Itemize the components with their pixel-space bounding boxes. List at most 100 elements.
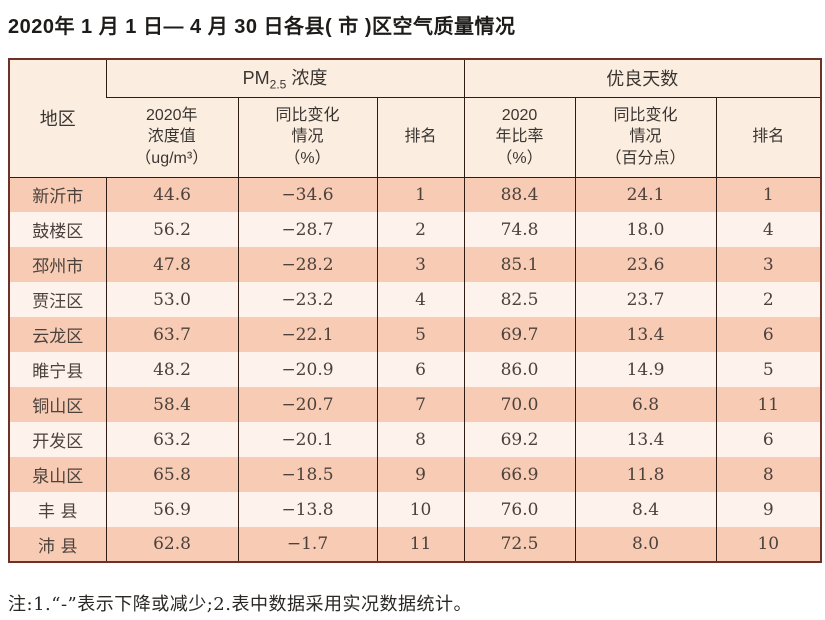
pm-rank-header: 排名 [376, 97, 465, 178]
air-quality-table: 地区 PM2.5 浓度 优良天数 2020年 浓度值 （ug/m³） 同比变化 … [8, 58, 823, 563]
table-row: 开发区 63.2 −20.1 8 69.2 13.4 6 [9, 422, 822, 457]
pm-rank-cell: 9 [376, 457, 465, 492]
good-rate-header: 2020 年比率 （%） [463, 97, 576, 178]
pm-change-header: 同比变化 情况 （%） [237, 97, 377, 178]
good-rank-cell: 2 [715, 282, 822, 317]
pm-value-cell: 47.8 [105, 247, 238, 282]
good-rank-cell: 1 [715, 177, 822, 212]
good-days-group-header: 优良天数 [463, 59, 822, 98]
pm25-label-prefix: PM [242, 68, 270, 89]
region-cell: 丰 县 [9, 492, 106, 527]
good-rank-cell: 9 [715, 492, 822, 527]
good-rank-cell: 6 [715, 422, 822, 457]
pm-change-cell: −18.5 [237, 457, 377, 492]
good-change-cell: 6.8 [574, 387, 717, 422]
good-change-header: 同比变化 情况 （百分点） [574, 97, 717, 178]
good-rate-cell: 69.2 [463, 422, 576, 457]
region-cell: 睢宁县 [9, 352, 106, 387]
pm-value-cell: 63.7 [105, 317, 238, 352]
pm-change-cell: −22.1 [237, 317, 377, 352]
region-cell: 沛 县 [9, 527, 106, 562]
good-rank-cell: 8 [715, 457, 822, 492]
pm-change-cell: −20.9 [237, 352, 377, 387]
table-row: 泉山区 65.8 −18.5 9 66.9 11.8 8 [9, 457, 822, 492]
good-rate-cell: 66.9 [463, 457, 576, 492]
good-rate-cell: 82.5 [463, 282, 576, 317]
region-cell: 鼓楼区 [9, 212, 106, 247]
good-rate-cell: 76.0 [463, 492, 576, 527]
group-header-row: 地区 PM2.5 浓度 优良天数 [9, 59, 822, 178]
good-change-cell: 23.7 [574, 282, 717, 317]
subheader-row: 2020年 浓度值 （ug/m³） 同比变化 情况 （%） 排名 2020 年比… [9, 97, 822, 178]
good-change-cell: 11.8 [574, 457, 717, 492]
table-row: 鼓楼区 56.2 −28.7 2 74.8 18.0 4 [9, 212, 822, 247]
region-cell: 铜山区 [9, 387, 106, 422]
good-rate-cell: 85.1 [463, 247, 576, 282]
pm-rank-cell: 10 [376, 492, 465, 527]
pm-change-cell: −34.6 [237, 177, 377, 212]
pm-value-header: 2020年 浓度值 （ug/m³） [106, 97, 238, 178]
region-cell: 邳州市 [9, 247, 106, 282]
pm-rank-cell: 2 [376, 212, 465, 247]
region-cell: 云龙区 [9, 317, 106, 352]
pm-change-cell: −20.1 [237, 422, 377, 457]
table-row: 铜山区 58.4 −20.7 7 70.0 6.8 11 [9, 387, 822, 422]
table-row: 云龙区 63.7 −22.1 5 69.7 13.4 6 [9, 317, 822, 352]
good-rank-cell: 11 [715, 387, 822, 422]
pm-change-cell: −13.8 [237, 492, 377, 527]
good-change-cell: 23.6 [574, 247, 717, 282]
pm-value-cell: 65.8 [105, 457, 238, 492]
pm-rank-cell: 7 [376, 387, 465, 422]
good-rate-cell: 86.0 [463, 352, 576, 387]
pm-value-cell: 56.9 [105, 492, 238, 527]
pm-change-cell: −28.2 [237, 247, 377, 282]
pm-rank-cell: 11 [376, 527, 465, 562]
table-header: 地区 PM2.5 浓度 优良天数 2020年 浓度值 （ug/m³） 同比变化 … [9, 59, 822, 178]
pm-value-cell: 63.2 [105, 422, 238, 457]
good-rank-cell: 4 [715, 212, 822, 247]
pm-change-cell: −28.7 [237, 212, 377, 247]
table-row: 新沂市 44.6 −34.6 1 88.4 24.1 1 [9, 177, 822, 212]
pm-rank-cell: 4 [376, 282, 465, 317]
pm-value-cell: 62.8 [105, 527, 238, 562]
good-change-cell: 13.4 [574, 317, 717, 352]
pm-value-cell: 44.6 [105, 177, 238, 212]
good-rate-cell: 69.7 [463, 317, 576, 352]
pm-value-cell: 48.2 [105, 352, 238, 387]
good-rank-cell: 3 [715, 247, 822, 282]
good-rank-header: 排名 [715, 97, 822, 178]
good-change-cell: 14.9 [574, 352, 717, 387]
footnote: 注:1.“-”表示下降或减少;2.表中数据采用实况数据统计。 [8, 594, 472, 615]
region-cell: 贾汪区 [9, 282, 106, 317]
pm25-label-suffix: 浓度 [286, 68, 328, 89]
good-change-cell: 8.0 [574, 527, 717, 562]
table-body: 新沂市 44.6 −34.6 1 88.4 24.1 1 鼓楼区 56.2 −2… [9, 177, 822, 562]
pm-change-cell: −20.7 [237, 387, 377, 422]
region-cell: 开发区 [9, 422, 106, 457]
good-change-cell: 24.1 [574, 177, 717, 212]
good-rate-cell: 88.4 [463, 177, 576, 212]
pm25-group-header: PM2.5 浓度 [105, 59, 465, 98]
table-row: 邳州市 47.8 −28.2 3 85.1 23.6 3 [9, 247, 822, 282]
pm-value-cell: 56.2 [105, 212, 238, 247]
good-rate-cell: 70.0 [463, 387, 576, 422]
good-change-cell: 13.4 [574, 422, 717, 457]
pm-change-cell: −23.2 [237, 282, 377, 317]
table-row: 沛 县 62.8 −1.7 11 72.5 8.0 10 [9, 527, 822, 562]
region-column-header: 地区 [9, 59, 106, 178]
pm-rank-cell: 5 [376, 317, 465, 352]
table-row: 丰 县 56.9 −13.8 10 76.0 8.4 9 [9, 492, 822, 527]
pm-value-cell: 58.4 [105, 387, 238, 422]
good-change-cell: 8.4 [574, 492, 717, 527]
pm-rank-cell: 3 [376, 247, 465, 282]
pm-value-cell: 53.0 [105, 282, 238, 317]
pm-rank-cell: 8 [376, 422, 465, 457]
pm-rank-cell: 1 [376, 177, 465, 212]
good-rate-cell: 74.8 [463, 212, 576, 247]
pm-change-cell: −1.7 [237, 527, 377, 562]
table-row: 睢宁县 48.2 −20.9 6 86.0 14.9 5 [9, 352, 822, 387]
good-rank-cell: 10 [715, 527, 822, 562]
region-cell: 新沂市 [9, 177, 106, 212]
good-rate-cell: 72.5 [463, 527, 576, 562]
